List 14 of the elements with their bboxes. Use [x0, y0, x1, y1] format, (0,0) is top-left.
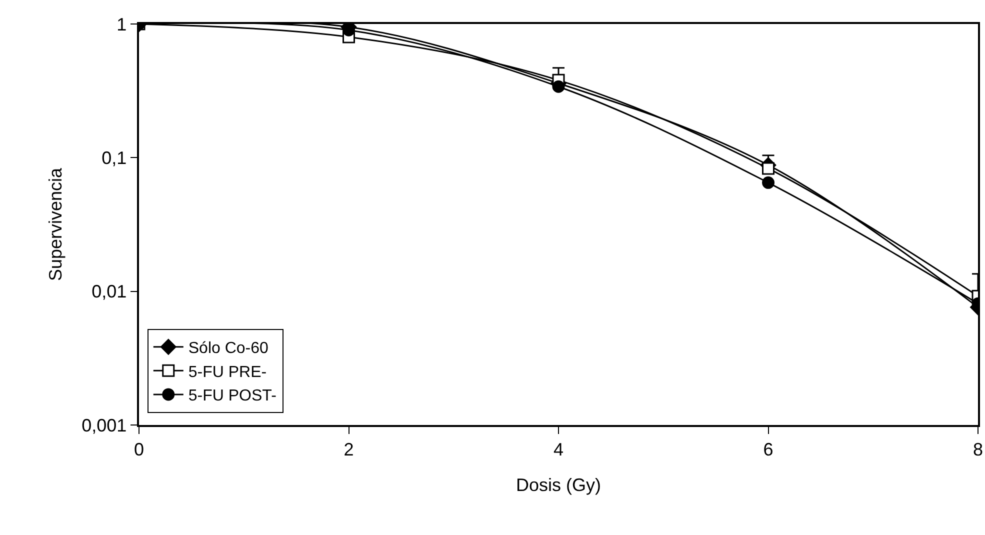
y-tick-label: 0,001 [82, 415, 127, 436]
y-tick-label: 1 [116, 14, 127, 34]
x-tick-label: 8 [972, 439, 984, 460]
x-tick-label: 0 [134, 439, 144, 460]
y-tick-label: 0,1 [102, 148, 127, 168]
legend-label: Sólo Co-60 [188, 340, 269, 358]
x-tick-label: 4 [553, 439, 564, 460]
legend-label: 5-FU POST- [188, 388, 276, 405]
y-tick-label: 0,01 [92, 282, 127, 302]
y-axis-title: Supervivencia [45, 166, 66, 282]
x-tick-label: 2 [344, 439, 354, 460]
x-axis-title: Dosis (Gy) [516, 474, 601, 495]
x-tick-label: 6 [763, 439, 774, 460]
legend-label: 5-FU PRE- [188, 364, 267, 381]
